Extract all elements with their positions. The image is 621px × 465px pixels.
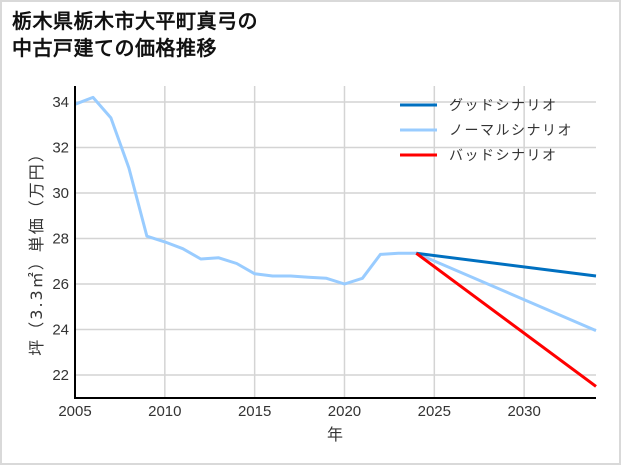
x-tick-label: 2015 bbox=[238, 403, 271, 420]
x-tick-label: 2030 bbox=[507, 403, 540, 420]
chart-title: 栃木県栃木市大平町真弓の 中古戸建ての価格推移 bbox=[12, 8, 258, 62]
series-line bbox=[416, 251, 597, 278]
chart-title-line1: 栃木県栃木市大平町真弓の bbox=[12, 9, 258, 33]
y-axis-label: 坪（3.3㎡）単価（万円） bbox=[27, 144, 46, 355]
legend-label: ノーマルシナリオ bbox=[449, 123, 573, 139]
y-tick-label: 26 bbox=[52, 276, 69, 293]
y-tick-label: 24 bbox=[52, 322, 69, 339]
series-line bbox=[74, 95, 597, 332]
y-tick-label: 32 bbox=[52, 140, 69, 157]
data-lines bbox=[74, 95, 597, 388]
y-tick-label: 28 bbox=[52, 231, 69, 248]
gridlines bbox=[75, 86, 596, 398]
legend-label: グッドシナリオ bbox=[449, 98, 558, 114]
x-tick-label: 2010 bbox=[148, 403, 181, 420]
y-tick-label: 22 bbox=[52, 367, 69, 384]
x-tick-label: 2005 bbox=[58, 403, 91, 420]
chart-title-line2: 中古戸建ての価格推移 bbox=[12, 36, 217, 60]
y-tick-label: 34 bbox=[52, 94, 69, 111]
x-axis-label: 年 bbox=[327, 425, 343, 444]
y-tick-label: 30 bbox=[52, 185, 69, 202]
tick-labels: 22 24 26 28 30 32 34 2005 2010 2015 2020 2025 2030 bbox=[52, 94, 541, 420]
x-tick-label: 2020 bbox=[328, 403, 361, 420]
axes bbox=[74, 86, 596, 399]
legend-label: バッドシナリオ bbox=[449, 148, 558, 164]
series-line bbox=[415, 252, 597, 388]
x-tick-label: 2025 bbox=[418, 403, 451, 420]
